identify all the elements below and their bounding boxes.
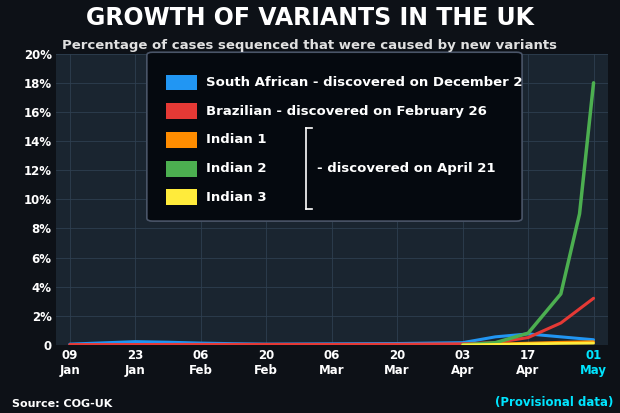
- Text: Indian 1: Indian 1: [206, 133, 267, 147]
- Bar: [166, 75, 197, 90]
- Bar: [166, 103, 197, 119]
- Text: Source: COG-UK: Source: COG-UK: [12, 399, 113, 409]
- Text: GROWTH OF VARIANTS IN THE UK: GROWTH OF VARIANTS IN THE UK: [86, 6, 534, 30]
- Text: (Provisional data): (Provisional data): [495, 396, 614, 409]
- Text: Indian 3: Indian 3: [206, 191, 267, 204]
- Bar: [166, 132, 197, 148]
- Text: South African - discovered on December 2: South African - discovered on December 2: [206, 76, 523, 89]
- Text: Percentage of cases sequenced that were caused by new variants: Percentage of cases sequenced that were …: [63, 39, 557, 52]
- Bar: [166, 161, 197, 176]
- FancyBboxPatch shape: [147, 52, 522, 221]
- Text: Indian 2: Indian 2: [206, 162, 267, 175]
- Text: - discovered on April 21: - discovered on April 21: [317, 162, 495, 175]
- Bar: [166, 190, 197, 205]
- Text: Brazilian - discovered on February 26: Brazilian - discovered on February 26: [206, 105, 487, 118]
